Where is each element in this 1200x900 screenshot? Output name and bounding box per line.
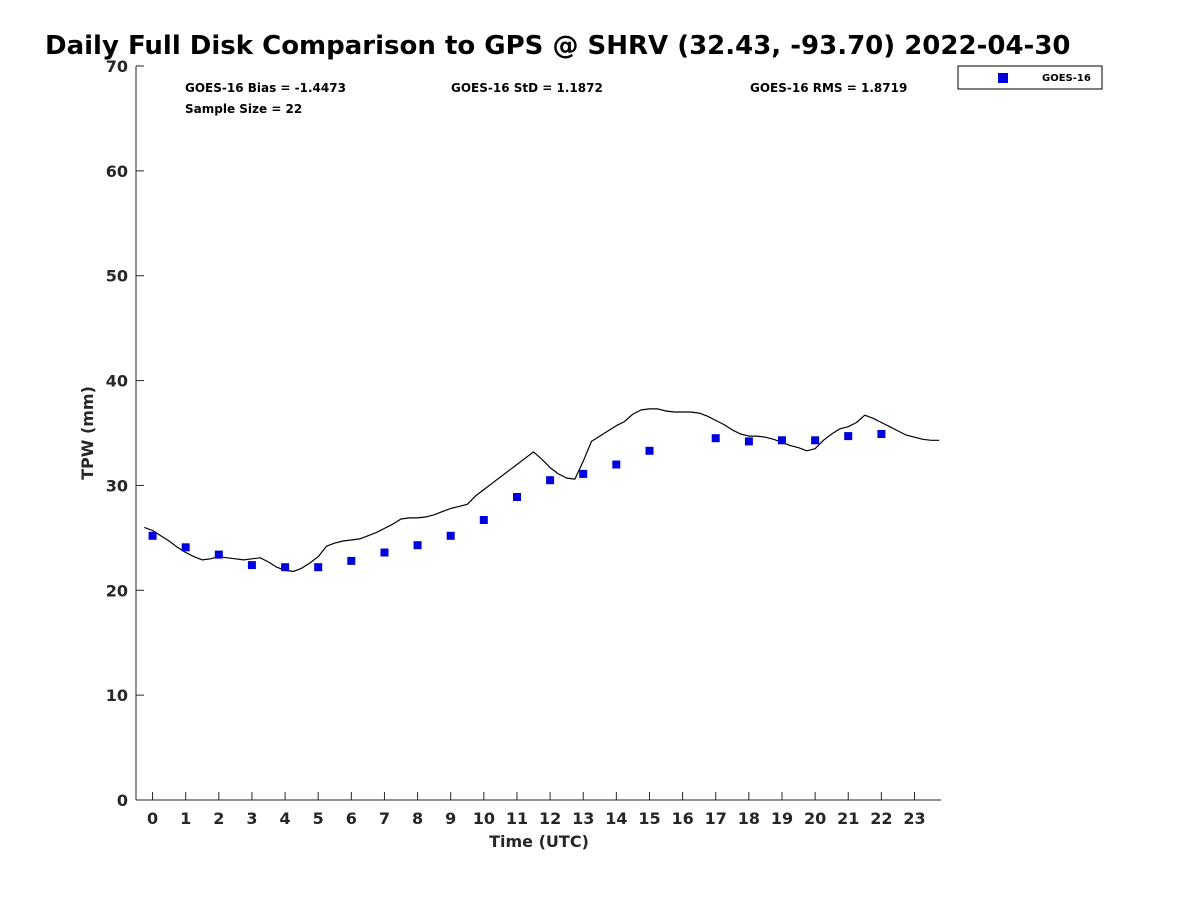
y-tick-label: 60 bbox=[106, 162, 128, 181]
goes-16-point bbox=[446, 531, 455, 540]
x-tick-label: 17 bbox=[705, 809, 727, 828]
goes-16-point bbox=[281, 563, 290, 572]
x-tick-label: 0 bbox=[147, 809, 158, 828]
sample-size-stat: Sample Size = 22 bbox=[185, 102, 302, 116]
legend: GOES-16 bbox=[957, 65, 1103, 90]
goes-16-point bbox=[347, 556, 356, 565]
x-tick-label: 14 bbox=[605, 809, 627, 828]
goes-16-point bbox=[479, 516, 488, 524]
goes-16-point bbox=[546, 476, 555, 485]
x-axis-label: Time (UTC) bbox=[489, 832, 589, 851]
x-tick-label: 10 bbox=[473, 809, 495, 828]
bias-stat: GOES-16 Bias = -1.4473 bbox=[185, 81, 346, 95]
goes-16-marker-layer bbox=[148, 430, 886, 572]
gps-tpw-line bbox=[144, 408, 940, 573]
goes-16-point bbox=[214, 550, 223, 559]
goes-16-point bbox=[181, 543, 190, 552]
x-tick-label: 11 bbox=[506, 809, 528, 828]
legend-marker-goes-16 bbox=[998, 73, 1008, 83]
goes-16-point bbox=[744, 437, 753, 446]
y-tick-label: 40 bbox=[106, 372, 128, 391]
goes-16-point bbox=[148, 531, 157, 540]
x-tick-label: 3 bbox=[246, 809, 257, 828]
goes-16-point bbox=[413, 541, 422, 550]
goes-16-point bbox=[247, 561, 256, 570]
std-stat: GOES-16 StD = 1.1872 bbox=[451, 81, 603, 95]
goes-16-point bbox=[380, 548, 389, 557]
goes-16-point bbox=[579, 469, 588, 478]
goes-16-point bbox=[811, 436, 820, 445]
x-tick-label: 4 bbox=[280, 809, 291, 828]
x-tick-label: 23 bbox=[903, 809, 925, 828]
goes-16-point bbox=[612, 460, 621, 469]
x-tick-label: 5 bbox=[313, 809, 324, 828]
chart-title: Daily Full Disk Comparison to GPS @ SHRV… bbox=[45, 31, 1071, 61]
legend-box bbox=[957, 65, 1103, 90]
x-tick-label: 16 bbox=[671, 809, 693, 828]
y-tick-label: 20 bbox=[106, 581, 128, 600]
x-tick-label: 7 bbox=[379, 809, 390, 828]
x-tick-label: 8 bbox=[412, 809, 423, 828]
x-tick-label: 20 bbox=[804, 809, 826, 828]
rms-stat: GOES-16 RMS = 1.8719 bbox=[750, 81, 907, 95]
y-tick-label: 0 bbox=[117, 791, 128, 810]
y-tick-label: 30 bbox=[106, 476, 128, 495]
legend-label-goes-16: GOES-16 bbox=[1042, 73, 1091, 84]
y-tick-label: 10 bbox=[106, 686, 128, 705]
x-tick-label: 12 bbox=[539, 809, 561, 828]
x-tick-label: 22 bbox=[870, 809, 892, 828]
x-tick-label: 21 bbox=[837, 809, 859, 828]
x-tick-label: 2 bbox=[213, 809, 224, 828]
y-tick-label: 70 bbox=[106, 57, 128, 76]
x-tick-label: 9 bbox=[445, 809, 456, 828]
goes-16-point bbox=[778, 436, 786, 445]
x-tick-label: 13 bbox=[572, 809, 594, 828]
goes-16-point bbox=[645, 446, 654, 455]
goes-16-point bbox=[513, 493, 521, 501]
goes-16-point bbox=[844, 432, 853, 441]
x-tick-label: 6 bbox=[346, 809, 357, 828]
gps-line-layer bbox=[144, 408, 940, 573]
x-tick-label: 18 bbox=[738, 809, 760, 828]
x-tick-label: 1 bbox=[180, 809, 191, 828]
goes-16-point bbox=[314, 563, 323, 572]
x-tick-label: 19 bbox=[771, 809, 793, 828]
y-tick-label: 50 bbox=[106, 267, 128, 286]
x-tick-label: 15 bbox=[638, 809, 660, 828]
goes-16-point bbox=[877, 430, 886, 438]
y-axis-label: TPW (mm) bbox=[78, 386, 97, 480]
goes-16-point bbox=[711, 434, 720, 443]
